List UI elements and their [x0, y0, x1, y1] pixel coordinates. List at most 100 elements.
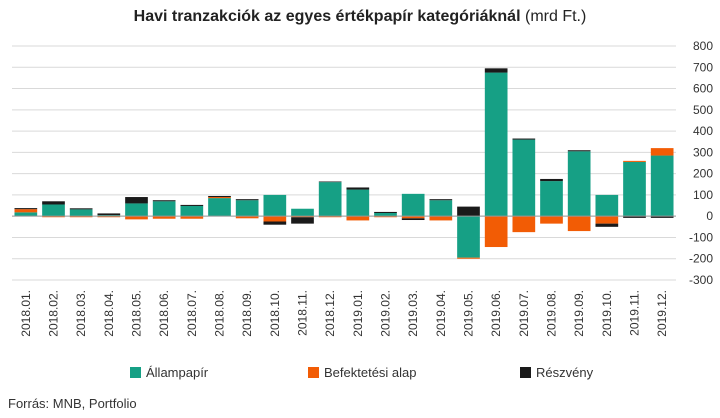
bar-segment-2: [97, 213, 121, 216]
bar-segment-1: [235, 216, 259, 219]
x-tick-label: 2018.06.: [157, 290, 171, 337]
bar-segment-2: [291, 217, 314, 224]
x-tick-label: 2019.07.: [517, 290, 531, 337]
x-tick-label: 2018.09.: [240, 290, 254, 337]
bar-segment-0: [318, 182, 342, 217]
y-tick-label: 0: [706, 209, 713, 223]
bar-segment-0: [457, 216, 480, 258]
bar-segment-2: [374, 211, 397, 213]
x-tick-label: 2018.03.: [74, 290, 88, 337]
bar-segment-2: [263, 221, 287, 225]
bar-segment-2: [401, 218, 425, 221]
bar-segment-1: [180, 216, 204, 219]
x-tick-label: 2019.09.: [572, 290, 586, 337]
legend-swatch-2: [520, 367, 531, 378]
bar-segment-0: [291, 208, 314, 217]
y-tick-label: 700: [693, 60, 713, 74]
bar-segment-2: [429, 199, 453, 201]
x-tick-label: 2018.02.: [47, 290, 61, 337]
bar-segment-2: [152, 200, 176, 202]
bar-segment-0: [97, 215, 121, 217]
bar-segment-0: [401, 193, 425, 217]
bar-segment-1: [125, 216, 148, 220]
x-tick-label: 2019.04.: [434, 290, 448, 337]
bar-segment-1: [69, 216, 93, 218]
bar-segment-0: [346, 189, 370, 217]
legend-label-1: Befektetési alap: [324, 365, 417, 380]
bar-segment-0: [429, 200, 453, 217]
bar-segment-1: [401, 216, 425, 219]
bar-segment-2: [318, 181, 342, 183]
x-tick-label: 2018.12.: [323, 290, 337, 337]
y-tick-label: -200: [689, 252, 713, 266]
y-tick-label: 400: [693, 124, 713, 138]
bar-segment-0: [374, 212, 397, 217]
x-tick-label: 2018.07.: [185, 290, 199, 337]
bar-segment-1: [540, 216, 563, 224]
bar-segment-0: [69, 209, 93, 217]
bar-segment-1: [429, 216, 453, 221]
bar-segment-2: [14, 208, 38, 210]
bar-segment-1: [318, 216, 342, 218]
x-tick-label: 2019.10.: [600, 290, 614, 337]
bar-segment-0: [623, 161, 646, 217]
x-tick-label: 2018.10.: [268, 290, 282, 337]
x-tick-label: 2018.05.: [130, 290, 144, 337]
x-tick-label: 2019.08.: [545, 290, 559, 337]
bar-segment-2: [512, 138, 536, 140]
bar-segment-0: [263, 194, 287, 217]
bar-segment-2: [180, 204, 204, 206]
chart-title: Havi tranzakciók az egyes értékpapír kat…: [0, 8, 720, 26]
x-tick-label: 2019.02.: [379, 290, 393, 337]
y-tick-label: -300: [689, 273, 713, 287]
bar-segment-0: [567, 151, 591, 217]
bar-segment-1: [484, 216, 508, 248]
x-tick-label: 2018.04.: [102, 290, 116, 337]
bar-segment-1: [595, 216, 619, 224]
bar-segment-0: [595, 194, 619, 217]
bar-segment-1: [650, 148, 674, 156]
bar-segment-2: [540, 178, 563, 182]
bar-segment-2: [650, 216, 674, 218]
bar-segment-1: [152, 216, 176, 219]
bar-segment-2: [567, 150, 591, 152]
y-tick-label: 100: [693, 188, 713, 202]
y-tick-label: -100: [689, 230, 713, 244]
bar-segment-2: [208, 195, 231, 198]
x-tick-label: 2018.08.: [213, 290, 227, 337]
bar-segment-2: [42, 201, 65, 205]
bar-segment-0: [14, 212, 38, 217]
bar-segment-1: [263, 216, 287, 222]
bar-segment-2: [69, 208, 93, 210]
x-tick-label: 2019.12.: [655, 290, 669, 337]
bar-segment-1: [208, 197, 231, 199]
bar-segment-1: [97, 216, 121, 218]
legend-swatch-1: [308, 367, 319, 378]
bar-segment-1: [457, 257, 480, 259]
legend-swatch-0: [130, 367, 141, 378]
x-tick-label: 2019.11.: [628, 290, 642, 336]
bar-segment-0: [125, 203, 148, 217]
bar-segment-0: [180, 205, 204, 217]
y-tick-label: 800: [693, 39, 713, 53]
y-tick-label: 500: [693, 103, 713, 117]
x-tick-label: 2018.01.: [19, 290, 33, 337]
x-tick-label: 2018.11.: [296, 290, 310, 336]
bar-segment-2: [623, 216, 646, 218]
bar-segment-0: [484, 72, 508, 217]
bar-segment-0: [208, 198, 231, 217]
bar-segment-1: [291, 216, 314, 218]
bar-segment-2: [484, 68, 508, 73]
bar-segment-1: [567, 216, 591, 232]
bar-segment-0: [650, 155, 674, 217]
bar-segment-1: [623, 160, 646, 162]
source-note: Forrás: MNB, Portfolio: [8, 396, 137, 411]
bar-segment-0: [152, 201, 176, 217]
bar-segment-1: [346, 216, 370, 221]
x-tick-label: 2019.06.: [489, 290, 503, 337]
bar-segment-0: [512, 139, 536, 217]
bar-segment-1: [42, 216, 65, 218]
bar-segment-0: [235, 200, 259, 217]
y-tick-label: 200: [693, 167, 713, 181]
